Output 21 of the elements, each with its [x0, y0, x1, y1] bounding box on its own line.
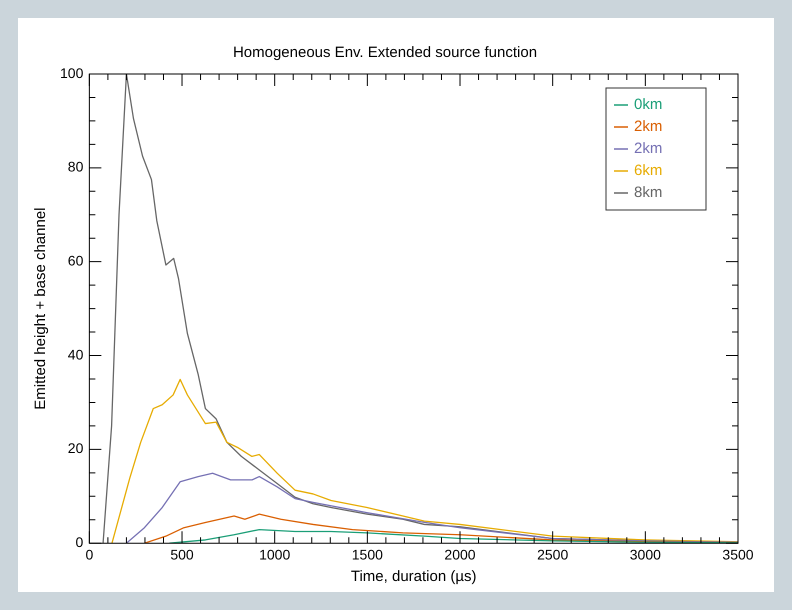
legend-label: 2km — [634, 118, 662, 136]
x-axis-title: Time, duration (µs) — [350, 568, 476, 586]
legend-label: 2km — [634, 140, 662, 158]
y-tick-label: 100 — [60, 64, 84, 81]
legend-label: 0km — [634, 96, 662, 114]
y-tick-label: 20 — [68, 440, 84, 456]
y-axis-title: Emitted height + base channel — [32, 207, 50, 410]
x-tick-label: 3500 — [722, 546, 754, 562]
x-tick-label: 3000 — [630, 546, 662, 562]
x-tick-label: 2500 — [537, 546, 568, 562]
y-tick-label: 40 — [68, 346, 84, 362]
legend-label: 6km — [634, 162, 662, 180]
chart-title: Homogeneous Env. Extended source function — [232, 44, 538, 62]
x-tick-label: 2000 — [444, 546, 476, 562]
x-tick-label: 1500 — [352, 546, 384, 562]
x-tick-label: 500 — [170, 546, 194, 562]
y-tick-label: 0 — [76, 534, 84, 550]
y-tick-label: 80 — [68, 158, 84, 175]
y-tick-label: 60 — [68, 252, 84, 269]
x-tick-label: 1000 — [259, 546, 290, 562]
legend-label: 8km — [634, 184, 662, 202]
